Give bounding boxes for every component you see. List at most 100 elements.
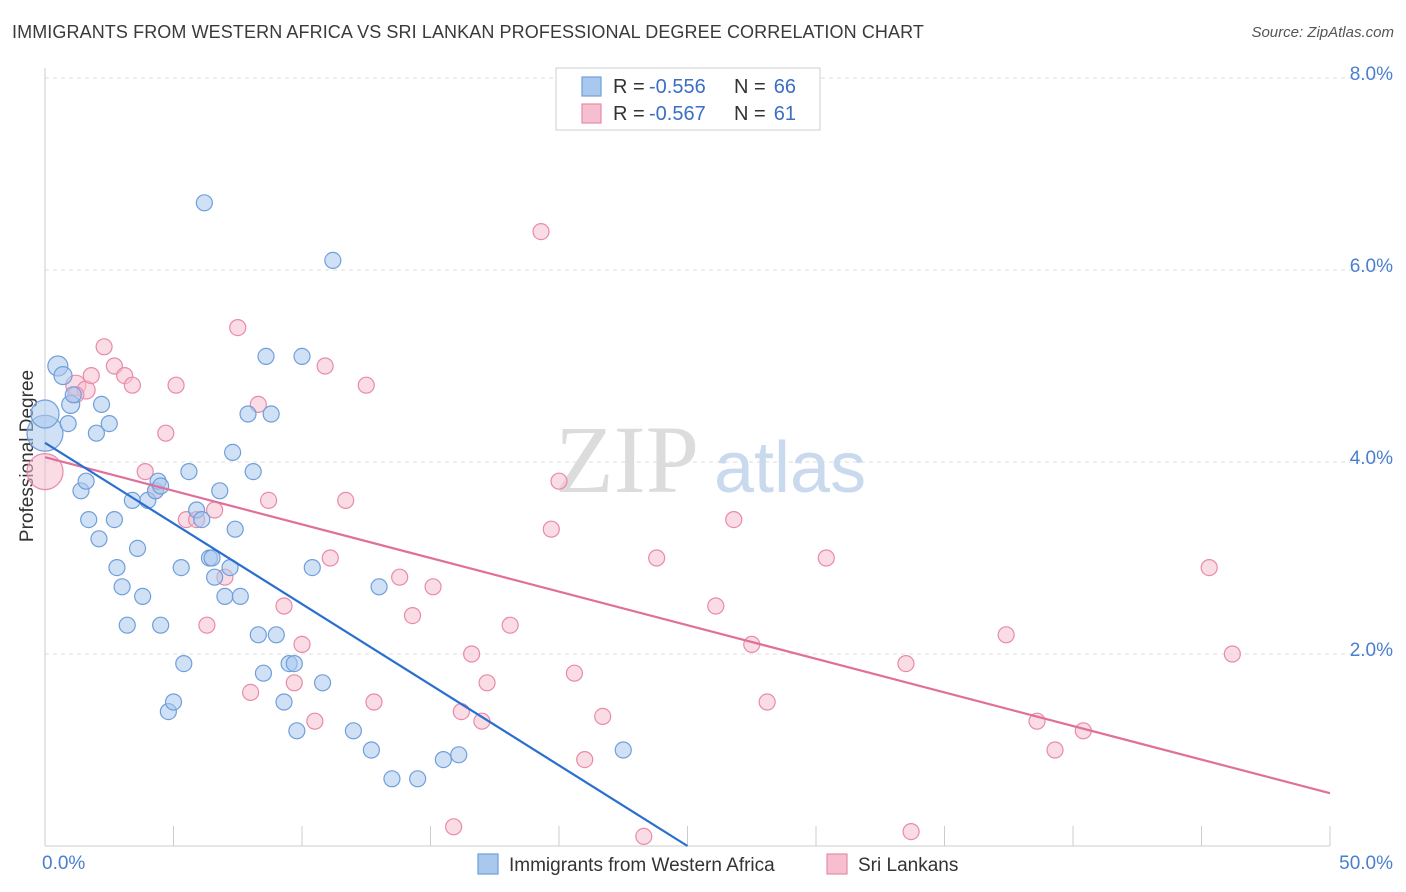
western-africa-point-62 — [409, 770, 427, 788]
sri-lankans-point-34 — [445, 818, 463, 836]
western-africa-point-65 — [614, 741, 632, 759]
western-africa-point-48 — [262, 405, 280, 423]
western-africa-point-19 — [128, 539, 147, 558]
series-western-africa-points — [26, 194, 632, 788]
sri-lankans-point-5 — [95, 338, 113, 356]
western-africa-point-61 — [383, 770, 401, 788]
western-africa-point-42 — [231, 587, 249, 606]
legend-n-label-0: N = — [734, 76, 766, 98]
legend-r-value-1: -0.567 — [649, 103, 706, 125]
watermark-atlas: atlas — [714, 428, 866, 508]
sri-lankans-point-55 — [997, 626, 1015, 644]
bottom-legend: Immigrants from Western Africa Sri Lanka… — [477, 853, 958, 876]
y-tick-labels: 2.0% 4.0% 6.0% 8.0% — [1350, 64, 1393, 661]
western-africa-point-41 — [226, 520, 244, 538]
sri-lankans-point-12 — [167, 376, 185, 394]
western-africa-point-3 — [53, 366, 73, 386]
sri-lankans-point-53 — [897, 654, 915, 673]
western-africa-point-49 — [267, 626, 285, 644]
western-africa-point-8 — [100, 415, 118, 433]
sri-lankans-point-59 — [1200, 558, 1218, 577]
x-tick-label-0: 0.0% — [42, 853, 85, 874]
western-africa-point-14 — [105, 510, 123, 529]
western-africa-point-16 — [113, 578, 131, 596]
western-africa-point-46 — [254, 664, 273, 682]
trend-line-western-africa — [44, 441, 689, 847]
sri-lankans-point-42 — [550, 472, 568, 490]
sri-lankans-point-35 — [452, 702, 470, 721]
legend-r-label-1: R = — [613, 103, 645, 125]
western-africa-point-7 — [92, 395, 111, 413]
western-africa-point-36 — [206, 568, 224, 586]
sri-lankans-point-60 — [1223, 645, 1241, 663]
western-africa-point-13 — [90, 530, 108, 548]
sri-lankans-point-19 — [242, 683, 260, 702]
western-africa-point-35 — [203, 549, 221, 567]
western-africa-point-64 — [450, 746, 468, 764]
western-africa-point-60 — [370, 578, 388, 596]
legend-swatch-pink — [581, 103, 602, 124]
western-africa-point-43 — [239, 405, 257, 423]
chart-title: IMMIGRANTS FROM WESTERN AFRICA VS SRI LA… — [12, 22, 924, 42]
western-africa-point-12 — [80, 510, 98, 529]
western-africa-point-32 — [193, 510, 211, 529]
sri-lankans-point-24 — [293, 635, 311, 654]
western-africa-point-59 — [362, 741, 380, 759]
legend-n-label-1: N = — [734, 103, 766, 125]
sri-lankans-point-46 — [635, 827, 653, 846]
y-tick-label-4: 4.0% — [1350, 448, 1393, 469]
sri-lankans-point-22 — [275, 597, 293, 615]
bottom-legend-swatch-pink — [826, 853, 848, 875]
western-africa-point-44 — [244, 463, 262, 481]
sri-lankans-point-38 — [478, 674, 496, 692]
x-tick-label-50: 50.0% — [1339, 853, 1393, 874]
western-africa-point-20 — [134, 587, 152, 606]
sri-lankans-point-11 — [157, 424, 175, 442]
sri-lankans-point-23 — [285, 674, 303, 692]
sri-lankans-point-29 — [357, 376, 375, 394]
sri-lankans-point-45 — [594, 707, 612, 726]
sri-lankans-point-26 — [316, 357, 334, 375]
western-africa-point-15 — [108, 558, 126, 577]
trend-lines — [44, 441, 1331, 847]
sri-lankans-point-47 — [648, 549, 666, 567]
western-africa-point-56 — [313, 674, 332, 692]
legend-n-value-0: 66 — [774, 76, 796, 98]
western-africa-point-50 — [275, 693, 293, 711]
watermark: ZIP atlas — [555, 406, 866, 513]
sri-lankans-point-21 — [259, 491, 278, 509]
sri-lankans-point-57 — [1046, 741, 1064, 759]
sri-lankans-point-51 — [758, 693, 776, 711]
sri-lankans-point-28 — [337, 491, 355, 509]
western-africa-point-47 — [257, 347, 275, 365]
legend-swatch-blue — [581, 76, 602, 97]
western-africa-point-40 — [224, 443, 242, 461]
western-africa-point-30 — [180, 463, 198, 481]
western-africa-point-5 — [64, 386, 82, 404]
western-africa-point-38 — [216, 587, 234, 606]
western-africa-point-63 — [434, 750, 452, 769]
gridlines — [45, 77, 1392, 655]
sri-lankans-point-54 — [902, 822, 920, 841]
x-ticks — [173, 826, 1331, 846]
bottom-legend-label-western-africa: Immigrants from Western Africa — [509, 855, 775, 876]
sri-lankans-point-9 — [136, 463, 154, 481]
sri-lankans-point-30 — [365, 693, 383, 711]
sri-lankans-point-39 — [501, 616, 519, 634]
sri-lankans-point-31 — [391, 568, 409, 586]
bottom-legend-swatch-blue — [477, 853, 499, 875]
western-africa-point-25 — [152, 616, 170, 634]
western-africa-point-57 — [324, 251, 342, 269]
sri-lankans-point-8 — [123, 376, 141, 394]
legend-box: R = -0.556 N = 66 R = -0.567 N = 61 — [555, 67, 821, 131]
western-africa-point-1 — [30, 399, 60, 429]
trend-line-sri-lankans — [44, 456, 1331, 795]
western-africa-point-55 — [303, 558, 321, 577]
sri-lankans-point-40 — [532, 223, 550, 241]
sri-lankans-point-44 — [576, 750, 594, 769]
y-tick-label-2: 2.0% — [1350, 640, 1393, 661]
western-africa-point-29 — [175, 654, 193, 673]
y-axis-label: Professional Degree — [17, 370, 38, 542]
western-africa-point-6 — [59, 415, 77, 433]
western-africa-point-54 — [293, 347, 311, 365]
